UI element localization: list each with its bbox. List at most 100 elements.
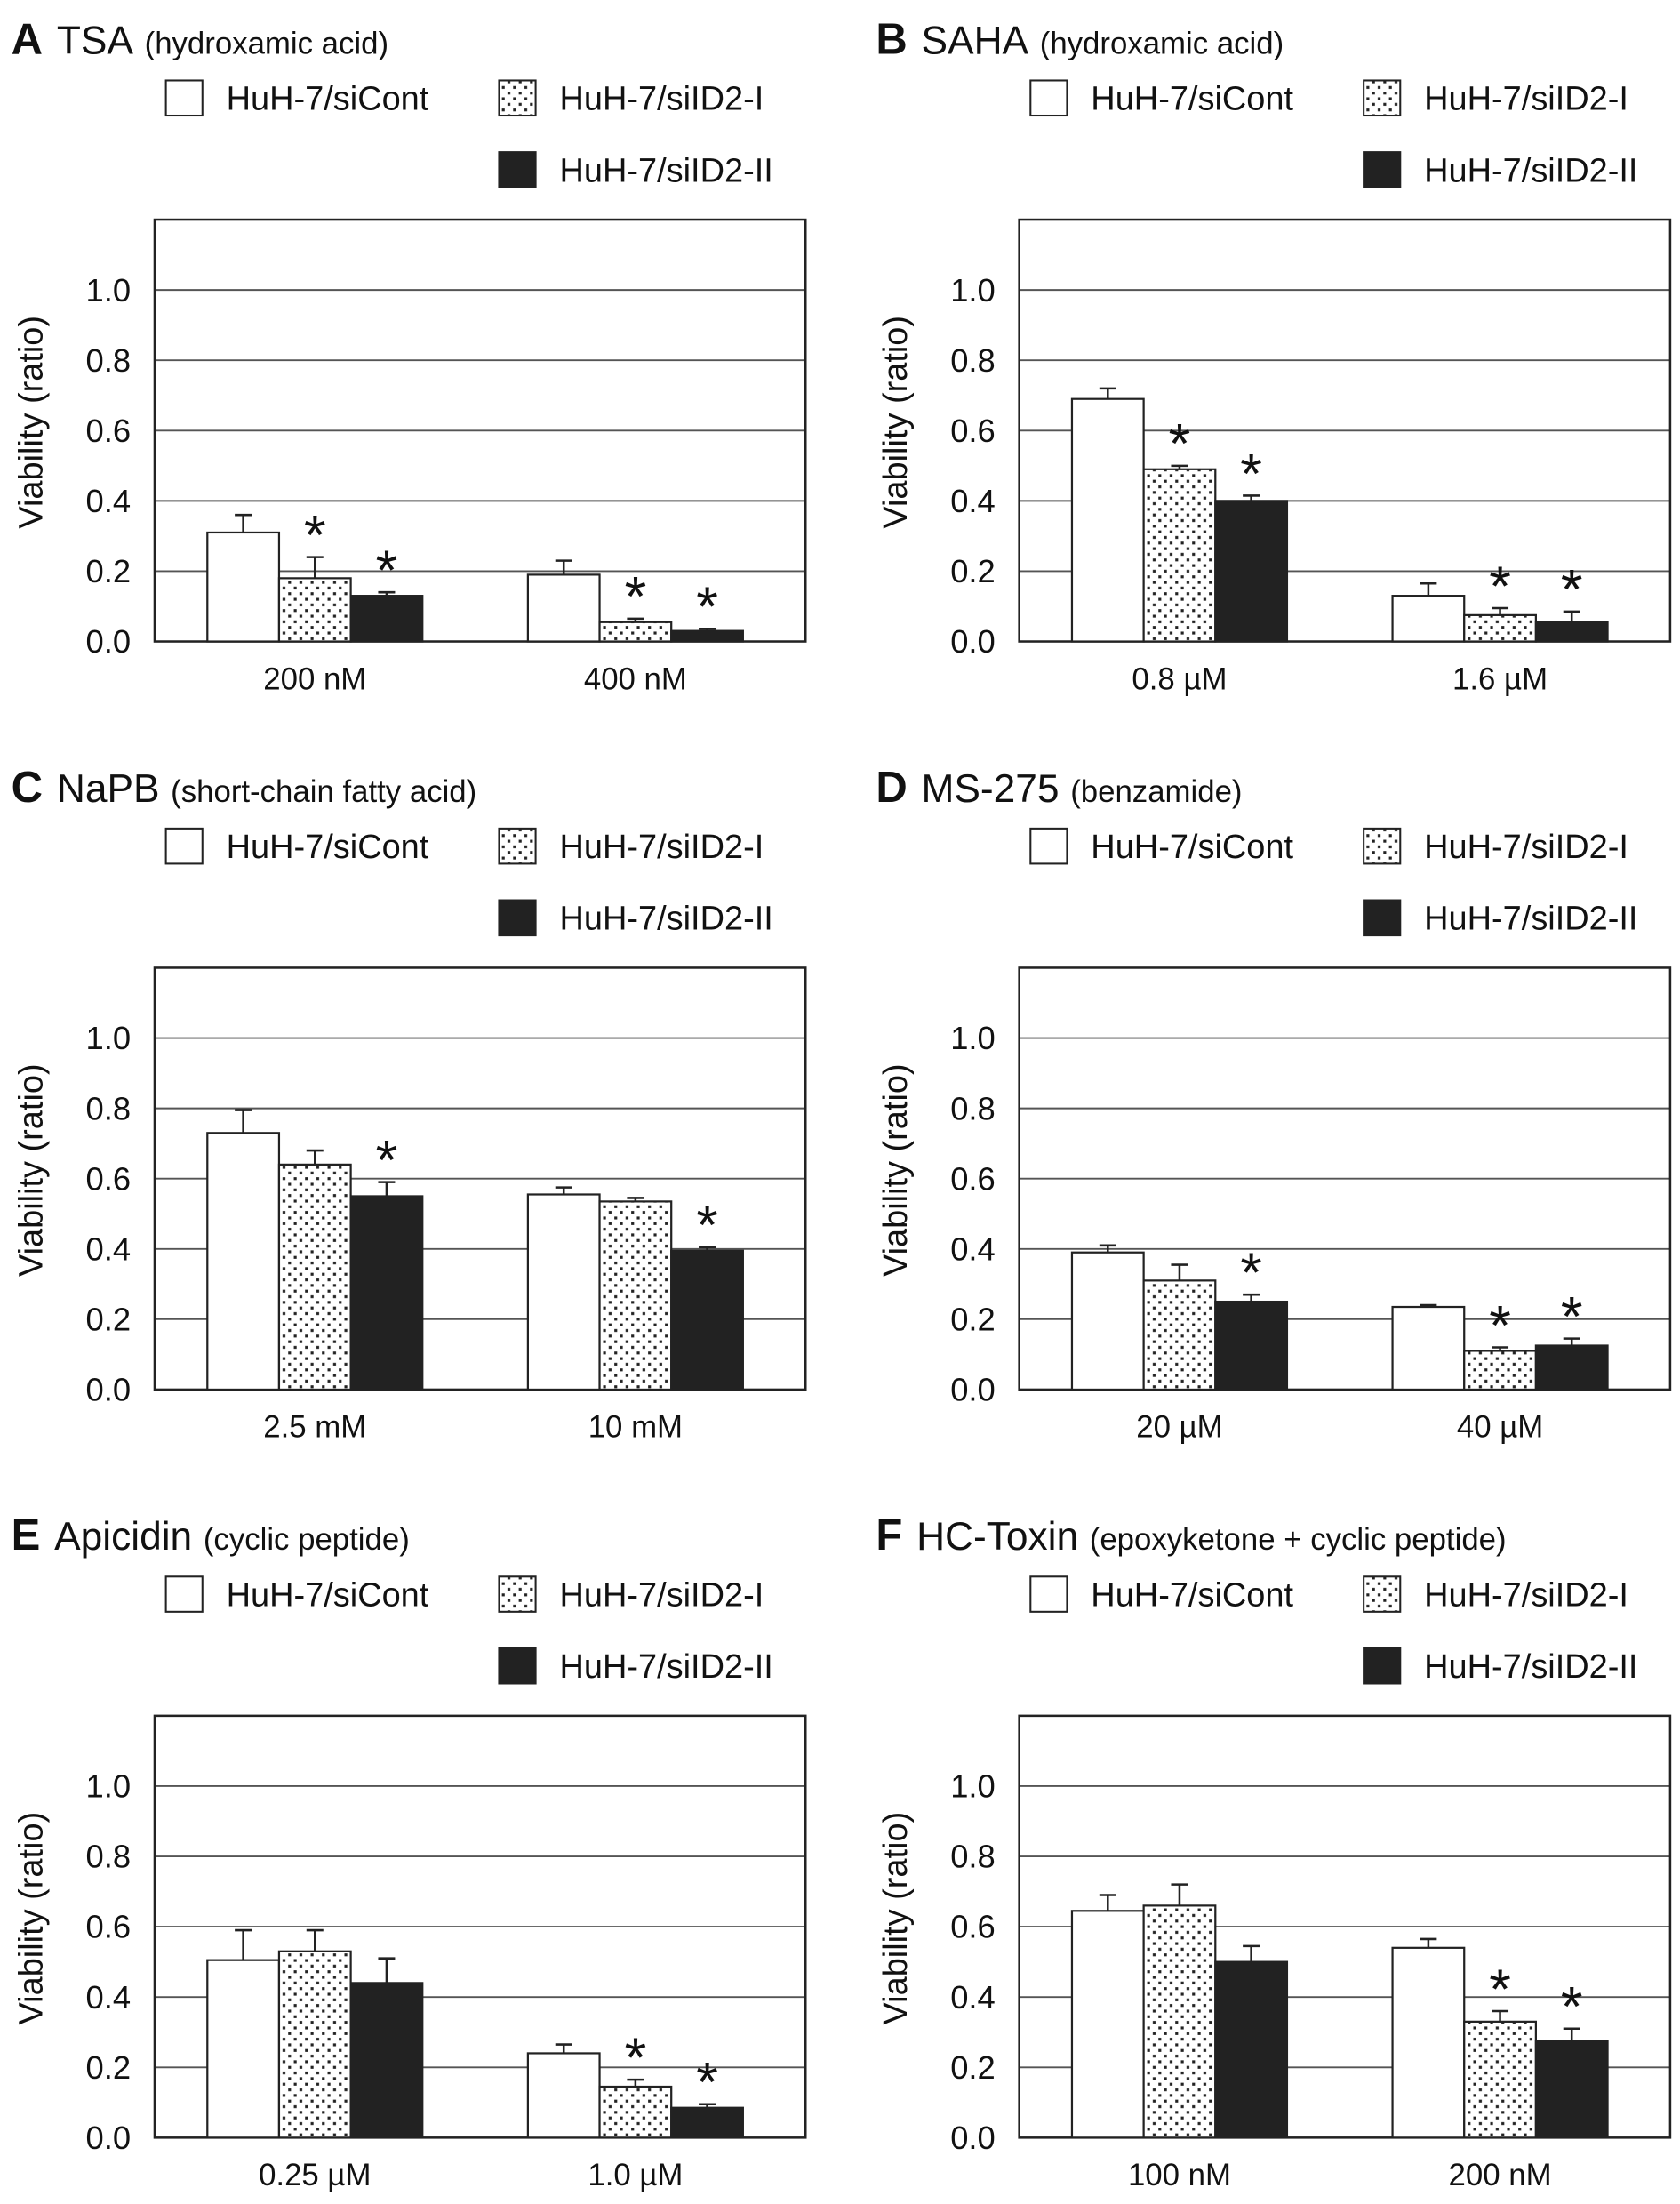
drug-name: MS-275 [922, 767, 1060, 811]
legend-swatch-1 [1029, 1575, 1068, 1613]
significance-marker: * [1240, 1242, 1262, 1304]
bar [1070, 1251, 1145, 1391]
y-tick-label: 0.6 [950, 413, 996, 449]
y-axis-label: Viability (ratio) [877, 316, 915, 529]
panel-e: E Apicidin (cyclic peptide) HuH-7/siCont HuH… [12, 1511, 807, 2192]
significance-marker: * [1489, 1294, 1511, 1357]
y-tick-label: 1.0 [86, 272, 132, 309]
bar [598, 2085, 673, 2139]
y-tick-label: 0.8 [950, 342, 996, 379]
panel-title: C NaPB (short-chain fatty acid) [12, 764, 477, 812]
legend-label: HuH-7/siID2-II [1424, 901, 1637, 938]
plot-frame [1018, 218, 1672, 643]
legend-label: HuH-7/siID2-II [1424, 152, 1637, 189]
legend-swatch-2 [498, 827, 537, 865]
legend-swatch-1 [1029, 827, 1068, 865]
bar [277, 1163, 352, 1391]
legend-label: HuH-7/siCont [1091, 81, 1293, 118]
plot-frame [1018, 966, 1672, 1391]
legend-swatch-2 [498, 1575, 537, 1613]
bar [526, 573, 601, 643]
legend-label: HuH-7/siID2-II [559, 1648, 772, 1686]
y-tick-label: 0.2 [950, 1302, 996, 1338]
y-tick-label: 0.4 [86, 1979, 132, 2016]
y-tick-label: 0.4 [86, 483, 132, 519]
bar [277, 577, 352, 643]
bar [277, 1950, 352, 2139]
legend-swatch-3 [498, 899, 537, 937]
plot-frame [153, 1714, 807, 2139]
bar [1214, 500, 1289, 643]
bar [1534, 621, 1609, 643]
legend-swatch-1 [164, 827, 204, 865]
x-category-label: 0.8 µM [1132, 662, 1227, 696]
panel-letter: F [876, 1511, 902, 1559]
panel-letter: B [876, 15, 907, 63]
legend-swatch-1 [164, 1575, 204, 1613]
panel-letter: E [12, 1511, 41, 1559]
legend-label: HuH-7/siID2-I [1424, 1577, 1628, 1615]
legend-label: HuH-7/siCont [227, 1577, 429, 1615]
plot-frame [153, 218, 807, 643]
y-tick-label: 0.0 [86, 1372, 132, 1408]
x-category-label: 200 nM [1449, 2159, 1552, 2192]
significance-marker: * [376, 540, 398, 602]
panel-letter: D [876, 764, 907, 812]
significance-marker: * [1561, 1286, 1583, 1348]
significance-marker: * [304, 504, 326, 566]
plot-frame [1018, 1714, 1672, 2139]
y-tick-label: 0.2 [86, 553, 132, 589]
panel-b: B SAHA (hydroxamic acid) HuH-7/siCont HuH-7/… [876, 15, 1672, 696]
drug-name: SAHA [922, 19, 1029, 62]
x-category-label: 20 µM [1136, 1411, 1222, 1445]
y-tick-label: 0.4 [950, 1979, 996, 2016]
panel-a: A TSA (hydroxamic acid) HuH-7/siCont HuH-7/s… [12, 15, 807, 696]
panel-f: F HC-Toxin (epoxyketone + cyclic peptide) H… [876, 1511, 1672, 2192]
legend-label: HuH-7/siID2-I [1424, 829, 1628, 866]
y-tick-label: 0.8 [950, 1090, 996, 1126]
drug-class: (hydroxamic acid) [145, 27, 388, 60]
y-tick-label: 0.6 [950, 1909, 996, 1945]
bar [1391, 1946, 1466, 2139]
bar [1463, 2020, 1537, 2139]
y-tick-label: 0.8 [86, 1839, 132, 1875]
drug-class: (cyclic peptide) [204, 1523, 410, 1557]
y-tick-label: 0.2 [950, 2049, 996, 2086]
panel-letter: A [12, 15, 43, 63]
significance-marker: * [376, 1129, 398, 1191]
bar [1391, 1305, 1466, 1391]
y-tick-label: 0.4 [86, 1230, 132, 1267]
x-category-label: 1.6 µM [1452, 662, 1548, 696]
legend-label: HuH-7/siID2-II [559, 152, 772, 189]
legend-label: HuH-7/siID2-I [559, 829, 764, 866]
y-axis-label: Viability (ratio) [12, 1063, 50, 1277]
bar [1463, 613, 1537, 643]
legend-swatch-1 [1029, 79, 1068, 117]
bar [1142, 468, 1217, 643]
drug-class: (hydroxamic acid) [1040, 27, 1284, 60]
legend-swatch-2 [1363, 827, 1402, 865]
y-axis-label: Viability (ratio) [12, 1812, 50, 2025]
legend-swatch-2 [498, 79, 537, 117]
significance-marker: * [1489, 1959, 1511, 2021]
y-tick-label: 0.0 [950, 623, 996, 660]
panel-c: C NaPB (short-chain fatty acid) HuH-7/siCon… [12, 764, 807, 1445]
bar [206, 1132, 281, 1391]
legend-swatch-2 [1363, 79, 1402, 117]
significance-marker: * [1169, 413, 1191, 476]
bar [1214, 1300, 1289, 1391]
significance-marker: * [696, 2052, 718, 2114]
panel-letter: C [12, 764, 43, 812]
bar [349, 595, 424, 643]
legend-label: HuH-7/siID2-I [559, 1577, 764, 1615]
bar [670, 1249, 744, 1391]
legend-swatch-1 [164, 79, 204, 117]
drug-class: (epoxyketone + cyclic peptide) [1090, 1523, 1507, 1557]
bar [1214, 1960, 1289, 2139]
bar [349, 1982, 424, 2139]
y-tick-label: 0.4 [950, 1230, 996, 1267]
bar [349, 1195, 424, 1391]
bar [206, 531, 281, 643]
y-tick-label: 0.2 [86, 2049, 132, 2086]
y-tick-label: 0.2 [86, 1302, 132, 1338]
